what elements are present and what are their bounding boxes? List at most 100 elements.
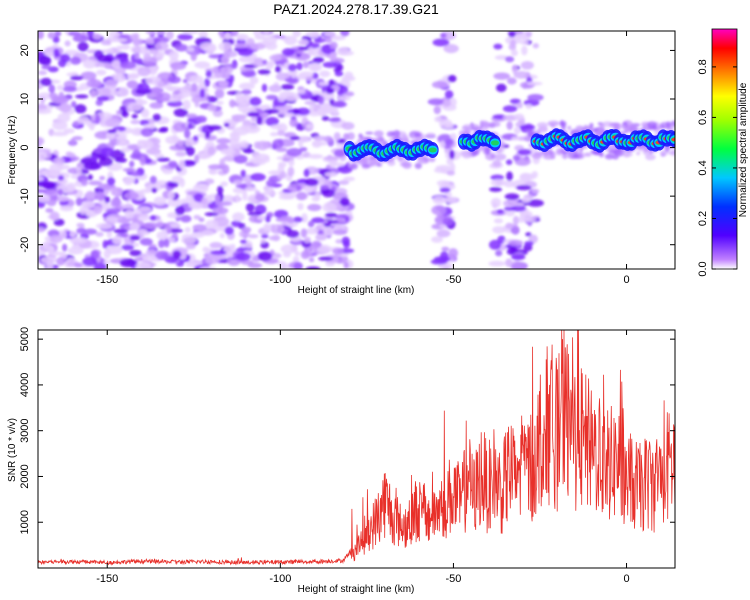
spectrogram-noise-blob — [119, 61, 137, 70]
spectrogram-noise-blob — [265, 116, 280, 127]
spectrogram-noise-blob — [72, 34, 89, 43]
spectrogram-noise-blob — [513, 71, 530, 79]
spectrogram-noise-blob — [276, 122, 288, 133]
spectrogram-halo-blob — [550, 123, 556, 128]
spectrogram-noise-blob — [95, 231, 104, 237]
spectrogram-noise-blob — [96, 87, 112, 97]
spectrogram-noise-blob — [182, 79, 188, 84]
spectrogram-noise-blob — [137, 82, 150, 92]
spectrogram-noise-blob — [431, 80, 448, 89]
spectrogram-noise-blob — [240, 124, 249, 131]
spectrogram-noise-blob — [70, 75, 84, 81]
spectrogram-noise-blob — [57, 188, 64, 196]
spectrogram-noise-blob — [449, 149, 455, 160]
spectrogram-noise-blob — [275, 65, 282, 73]
spectrogram-noise-blob — [173, 108, 188, 117]
spectrogram-noise-blob — [506, 121, 513, 130]
spectrogram-noise-blob — [312, 141, 329, 146]
spectrogram-noise-blob — [495, 83, 507, 93]
spectrogram-noise-blob — [447, 74, 457, 83]
spectrogram-noise-blob — [90, 154, 98, 162]
spectrogram-noise-blob — [38, 188, 47, 194]
spectrogram-signal-core — [671, 137, 675, 142]
spectrogram-noise-blob — [271, 234, 281, 242]
spectrogram-halo-blob — [536, 122, 548, 129]
spectrogram-noise-blob — [40, 77, 52, 87]
spectrogram-noise-blob — [206, 96, 218, 103]
spectrogram-y-ticks: -20 -10 0 10 20 — [19, 44, 675, 253]
spectrogram-noise-blob — [96, 95, 110, 102]
spectrogram-noise-blob — [40, 96, 46, 104]
spectrogram-x-tick-label: -150 — [96, 274, 118, 286]
spectrogram-noise-blob — [442, 216, 454, 226]
spectrogram-noise-blob — [431, 205, 447, 216]
spectrogram-noise-blob — [313, 135, 328, 141]
spectrogram-noise-blob — [517, 148, 532, 156]
spectrogram-noise-blob — [308, 257, 315, 263]
spectrogram-noise-blob — [116, 45, 123, 51]
spectrogram-noise-blob — [289, 118, 299, 128]
spectrogram-noise-blob — [130, 171, 141, 177]
spectrogram-noise-blob — [120, 147, 131, 153]
spectrogram-noise-blob — [156, 157, 171, 162]
spectrogram-noise-blob — [263, 109, 280, 114]
spectrogram-noise-blob — [237, 102, 249, 113]
spectrogram-noise-blob — [441, 197, 458, 203]
spectrogram-noise-blob — [54, 31, 62, 37]
spectrogram-noise-blob — [320, 37, 326, 43]
spectrogram-noise-blob — [110, 60, 122, 70]
spectrogram-halo-blob — [567, 152, 580, 160]
spectrogram-noise-blob — [175, 151, 187, 157]
spectrogram-noise-blob — [488, 239, 502, 250]
spectrogram-noise-blob — [130, 119, 141, 125]
spectrogram-noise-blob — [129, 160, 135, 168]
spectrogram-noise-blob — [334, 214, 350, 220]
spectrogram-noise-blob — [504, 56, 515, 63]
spectrogram-noise-blob — [257, 251, 273, 262]
spectrogram-noise-blob — [135, 58, 144, 66]
spectrogram-noise-blob — [201, 230, 215, 236]
spectrogram-noise-blob — [236, 33, 249, 41]
snr-x-tick-label: -50 — [445, 573, 461, 585]
snr-y-ticks: 1000 2000 3000 4000 5000 — [19, 327, 675, 534]
spectrogram-noise-blob — [181, 31, 199, 35]
spectrogram-noise-blob — [510, 205, 527, 212]
spectrogram-noise-blob — [531, 188, 540, 194]
spectrogram-noise-blob — [317, 95, 325, 105]
spectrogram-halo-blob — [623, 129, 630, 133]
spectrogram-noise-blob — [77, 41, 89, 52]
spectrogram-noise-blob — [219, 232, 225, 239]
spectrogram-noise-blob — [158, 239, 165, 249]
spectrogram-halo-blob — [647, 126, 658, 130]
spectrogram-noise-blob — [223, 194, 234, 203]
spectrogram-noise-blob — [262, 191, 277, 196]
spectrogram-noise-blob — [194, 61, 211, 69]
spectrogram-halo-blob — [426, 132, 436, 137]
spectrogram-noise-blob — [134, 53, 140, 60]
spectrogram-noise-blob — [119, 258, 136, 268]
spectrogram-noise-blob — [490, 179, 507, 187]
spectrogram-noise-blob — [198, 31, 208, 39]
spectrogram-noise-blob — [520, 173, 536, 181]
spectrogram-noise-blob — [332, 101, 347, 108]
spectrogram-noise-blob — [190, 51, 197, 62]
spectrogram-noise-blob — [160, 184, 167, 189]
spectrogram-noise-blob — [316, 244, 332, 254]
spectrogram-noise-blob — [335, 239, 344, 244]
spectrogram-noise-blob — [129, 235, 141, 241]
spectrogram-noise-blob — [201, 197, 208, 206]
spectrogram-noise-blob — [167, 197, 182, 207]
spectrogram-noise-blob — [519, 124, 536, 130]
spectrogram-noise-blob — [245, 202, 255, 212]
spectrogram-noise-blob — [94, 114, 101, 124]
spectrogram-halo-blob — [399, 162, 411, 167]
spectrogram-noise-blob — [92, 262, 108, 269]
spectrogram-y-axis-label: Frequency (Hz) — [7, 116, 18, 185]
spectrogram-noise-blob — [270, 224, 277, 233]
spectrogram-noise-blob — [61, 243, 68, 252]
spectrogram-noise-blob — [129, 249, 142, 257]
spectrogram-noise-blob — [510, 39, 516, 47]
spectrogram-noise-blob — [336, 47, 350, 56]
spectrogram-halo-blob — [589, 122, 594, 128]
